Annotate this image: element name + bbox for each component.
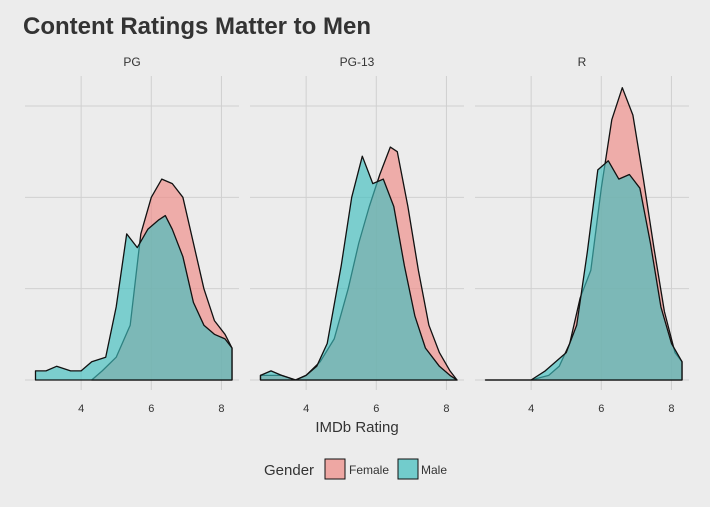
legend-title: Gender: [264, 462, 314, 479]
x-tick-label: 4: [303, 403, 309, 415]
legend-key-female: [324, 458, 346, 480]
legend-label-male: Male: [421, 463, 447, 477]
chart-title: Content Ratings Matter to Men: [23, 13, 371, 40]
x-tick-label: 4: [78, 403, 84, 415]
facet-label: PG: [123, 55, 140, 69]
legend-key-male: [397, 458, 419, 480]
density-area-male: [484, 160, 683, 381]
x-tick-label: 6: [373, 403, 379, 415]
legend-label-female: Female: [349, 463, 389, 477]
x-tick-label: 6: [148, 403, 154, 415]
density-area-male: [259, 155, 458, 381]
x-tick-label: 8: [443, 403, 449, 415]
facet-panel-r: R 4 6 8: [475, 55, 689, 415]
x-tick-label: 8: [218, 403, 224, 415]
x-tick-label: 8: [668, 403, 674, 415]
legend: Gender Female Male: [264, 458, 447, 480]
x-tick-label: 4: [528, 403, 534, 415]
x-tick-label: 6: [598, 403, 604, 415]
facet-panel-pg: PG 4 6 8: [25, 55, 239, 415]
facet-panel-pg-13: PG-13 4 6 8: [250, 55, 464, 415]
facet-label: PG-13: [340, 55, 375, 69]
facet-label: R: [578, 55, 587, 69]
x-axis-label: IMDb Rating: [315, 419, 398, 436]
density-area-male: [34, 214, 233, 381]
